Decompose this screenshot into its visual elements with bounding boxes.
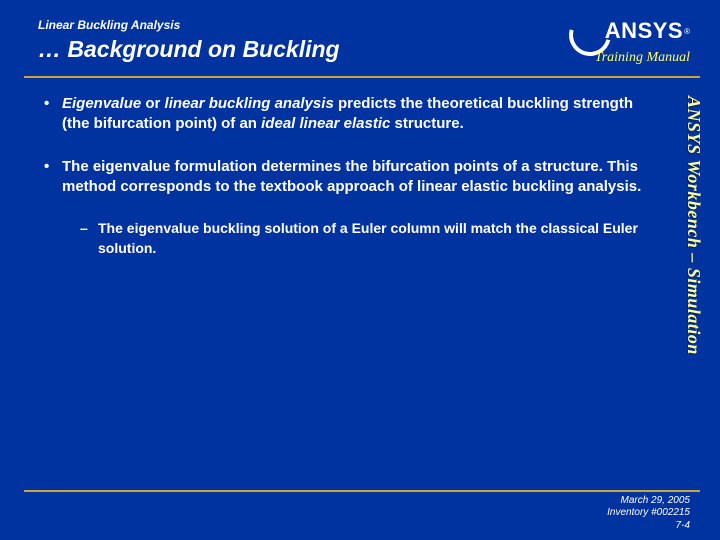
sub-bullet-item: – The eigenvalue buckling solution of a … xyxy=(80,219,650,258)
footer-inventory: Inventory #002215 xyxy=(607,507,690,520)
footer-page: 7-4 xyxy=(607,520,690,533)
slide-footer: March 29, 2005 Inventory #002215 7-4 xyxy=(607,495,690,533)
footer-date: March 29, 2005 xyxy=(607,495,690,508)
logo-swoosh-icon xyxy=(569,14,603,48)
registered-mark: ® xyxy=(684,27,690,36)
slide-content: • Eigenvalue or linear buckling analysis… xyxy=(44,94,650,258)
bullet-text: Eigenvalue or linear buckling analysis p… xyxy=(62,94,650,135)
training-manual-label: Training Manual xyxy=(595,50,690,66)
bullet-glyph: • xyxy=(44,94,62,135)
dash-glyph: – xyxy=(80,219,98,258)
slide-header: Linear Buckling Analysis … Background on… xyxy=(0,0,720,69)
vertical-side-label: ANSYS Workbench – Simulation xyxy=(683,96,704,355)
bullet-item: • Eigenvalue or linear buckling analysis… xyxy=(44,94,650,135)
bullet-item: • The eigenvalue formulation determines … xyxy=(44,157,650,198)
bullet-glyph: • xyxy=(44,157,62,198)
logo-text: ANSYS xyxy=(605,18,683,44)
bullet-text: The eigenvalue formulation determines th… xyxy=(62,157,650,198)
footer-divider xyxy=(24,490,700,492)
header-divider xyxy=(24,76,700,78)
sub-bullet-text: The eigenvalue buckling solution of a Eu… xyxy=(98,219,650,258)
ansys-logo: ANSYS ® xyxy=(569,14,690,48)
